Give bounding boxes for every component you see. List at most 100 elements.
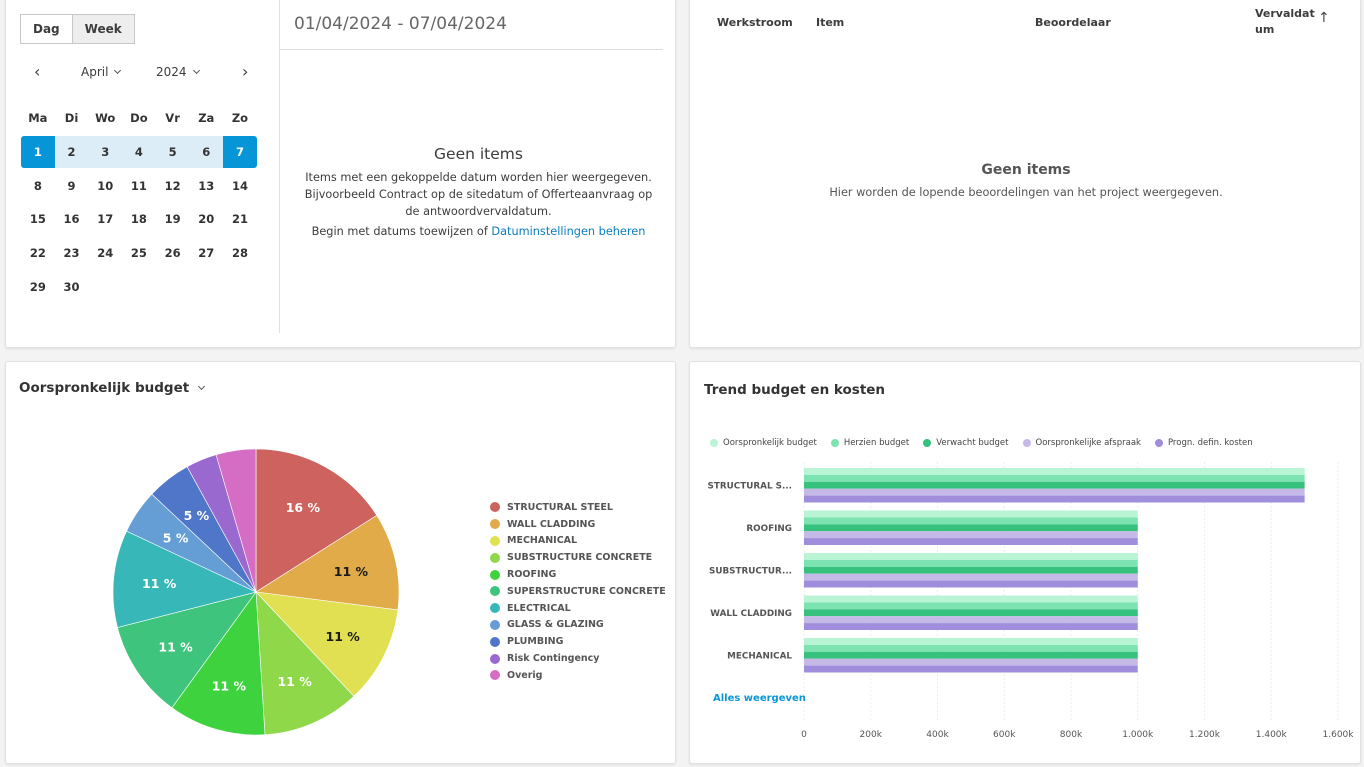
calendar-day[interactable]: 23 <box>63 246 80 261</box>
previous-month-icon[interactable]: ‹ <box>34 62 41 81</box>
column-header-due-date[interactable]: Vervaldat um <box>1255 6 1315 38</box>
bar[interactable] <box>804 538 1138 545</box>
bar[interactable] <box>804 651 1138 659</box>
pie-slice[interactable] <box>255 448 378 593</box>
calendar-day[interactable]: 16 <box>63 212 80 227</box>
calendar-day[interactable]: 6 <box>189 135 224 168</box>
calendar-day[interactable]: 28 <box>231 246 248 261</box>
legend-item[interactable]: GLASS & GLAZING <box>490 617 666 634</box>
calendar-day[interactable]: 13 <box>198 178 215 193</box>
calendar-day[interactable]: 29 <box>29 280 46 295</box>
legend-dot-icon <box>490 670 500 681</box>
calendar-day[interactable]: 21 <box>231 212 248 227</box>
bar[interactable] <box>804 616 1138 624</box>
pie-slice[interactable] <box>215 448 257 593</box>
bar[interactable] <box>804 623 1138 630</box>
bar[interactable] <box>804 481 1305 489</box>
pie-slice[interactable] <box>255 514 400 611</box>
calendar-day[interactable]: 25 <box>130 246 147 261</box>
bar[interactable] <box>804 595 1138 603</box>
calendar-day[interactable]: 1 <box>21 135 55 168</box>
arrow-up-icon[interactable]: ↑ <box>1318 10 1330 26</box>
calendar-day[interactable]: 10 <box>97 178 114 193</box>
bar[interactable] <box>804 495 1305 503</box>
x-tick-label: 1.200k <box>1189 730 1221 740</box>
calendar-day[interactable]: 17 <box>97 212 114 227</box>
calendar-day[interactable]: 5 <box>155 135 190 168</box>
calendar-day[interactable]: 9 <box>67 178 76 193</box>
legend-item[interactable]: SUBSTRUCTURE CONCRETE <box>490 549 666 566</box>
legend-item[interactable]: Overig <box>490 667 666 684</box>
date-settings-link[interactable]: Datuminstellingen beheren <box>491 225 646 238</box>
legend-item[interactable]: ROOFING <box>490 566 666 583</box>
calendar-day[interactable]: 20 <box>198 212 215 227</box>
bar[interactable] <box>804 468 1305 475</box>
month-navigation: ‹ April 2024 › <box>20 63 260 83</box>
trend-legend-item[interactable]: Herzien budget <box>830 438 910 448</box>
bar[interactable] <box>804 517 1138 525</box>
bar[interactable] <box>804 658 1138 666</box>
bar[interactable] <box>804 566 1138 574</box>
bar[interactable] <box>804 553 1138 560</box>
budget-card: Oorspronkelijk budget 16 % 11 % 11 % 11 % 11… <box>5 361 676 764</box>
calendar-day[interactable]: 24 <box>97 246 114 261</box>
pie-slice[interactable] <box>171 591 266 736</box>
bar[interactable] <box>804 474 1305 482</box>
budget-select[interactable]: Oorspronkelijk budget <box>19 380 206 396</box>
bar[interactable] <box>804 510 1138 518</box>
trend-legend-item[interactable]: Verwacht budget <box>923 438 1009 448</box>
bar[interactable] <box>804 644 1138 652</box>
calendar-day[interactable]: 15 <box>29 212 46 227</box>
calendar-day[interactable]: 19 <box>164 212 181 227</box>
trend-legend-item[interactable]: Progn. defin. kosten <box>1154 438 1253 448</box>
pie-slice[interactable] <box>255 591 355 736</box>
legend-item[interactable]: ELECTRICAL <box>490 600 666 617</box>
legend-item[interactable]: STRUCTURAL STEEL <box>490 499 666 516</box>
legend-item[interactable]: PLUMBING <box>490 633 666 650</box>
day-view-button[interactable]: Dag <box>20 14 73 44</box>
pie-slice[interactable] <box>112 530 257 628</box>
legend-item[interactable]: SUPERSTRUCTURE CONCRETE <box>490 583 666 600</box>
pie-slice[interactable] <box>255 591 399 697</box>
calendar-day[interactable]: 18 <box>130 212 147 227</box>
bar[interactable] <box>804 638 1138 645</box>
bar[interactable] <box>804 580 1138 588</box>
legend-item[interactable]: Risk Contingency <box>490 650 666 667</box>
bar[interactable] <box>804 573 1138 581</box>
bar[interactable] <box>804 602 1138 610</box>
calendar-day[interactable]: 30 <box>63 280 80 295</box>
legend-label: Herzien budget <box>843 438 910 448</box>
calendar-day[interactable]: 3 <box>88 135 123 168</box>
calendar-day[interactable]: 14 <box>231 178 248 193</box>
show-all-link[interactable]: Alles weergeven <box>713 693 806 704</box>
bar[interactable] <box>804 488 1305 496</box>
calendar-day[interactable]: 2 <box>54 135 89 168</box>
bar[interactable] <box>804 665 1138 673</box>
pie-slice[interactable] <box>117 591 257 709</box>
bar[interactable] <box>804 609 1138 617</box>
column-header-reviewer[interactable]: Beoordelaar <box>1035 16 1111 29</box>
legend-item[interactable]: WALL CLADDING <box>490 516 666 533</box>
trend-legend-item[interactable]: Oorspronkelijke afspraak <box>1022 438 1141 448</box>
week-view-button[interactable]: Week <box>72 14 135 44</box>
calendar-day[interactable]: 26 <box>164 246 181 261</box>
calendar-day[interactable]: 8 <box>33 178 42 193</box>
calendar-day[interactable]: 12 <box>164 178 181 193</box>
bar[interactable] <box>804 531 1138 539</box>
column-header-workstream[interactable]: Werkstroom <box>717 16 793 29</box>
bar[interactable] <box>804 524 1138 532</box>
calendar-day[interactable]: 27 <box>198 246 215 261</box>
month-select[interactable]: April <box>81 65 122 79</box>
calendar-day[interactable]: 7 <box>223 135 257 168</box>
bar[interactable] <box>804 559 1138 567</box>
column-header-item[interactable]: Item <box>816 16 845 29</box>
empty-state-text: Hier worden de lopende beoordelingen van… <box>829 186 1223 199</box>
legend-item[interactable]: MECHANICAL <box>490 533 666 550</box>
x-tick-label: 1.400k <box>1256 730 1288 740</box>
year-select[interactable]: 2024 <box>156 65 200 79</box>
trend-legend-item[interactable]: Oorspronkelijk budget <box>710 438 817 448</box>
next-month-icon[interactable]: › <box>242 62 249 81</box>
calendar-day[interactable]: 11 <box>130 178 147 193</box>
calendar-day[interactable]: 22 <box>29 246 46 261</box>
calendar-day[interactable]: 4 <box>122 135 156 168</box>
